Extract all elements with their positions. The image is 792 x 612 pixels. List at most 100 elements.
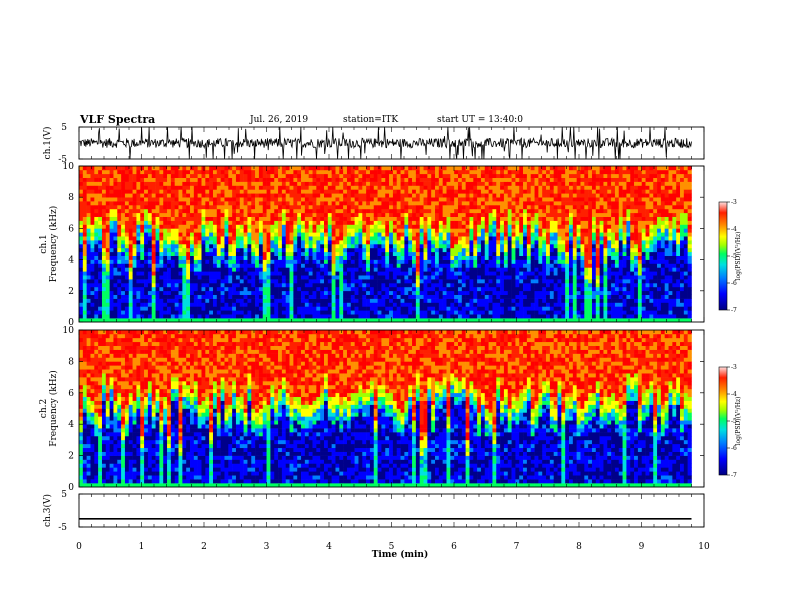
spectrogram-cell [415, 279, 421, 284]
spectrogram-cell [258, 255, 264, 260]
spectrogram-cell [442, 247, 447, 253]
spectrogram-cell [442, 169, 447, 175]
spectrogram-cell [492, 286, 497, 292]
spectrogram-cell [147, 212, 153, 217]
spectrogram-cell [197, 294, 202, 299]
spectrogram-cell [354, 251, 359, 256]
spectrogram-cell [404, 173, 409, 178]
spectrogram-cell [392, 232, 398, 237]
spectrogram-cell [503, 310, 509, 315]
spectrogram-cell [178, 205, 183, 210]
spectrogram-cell [98, 228, 103, 233]
spectrogram-cell [136, 166, 141, 171]
spectrogram-cell [297, 294, 302, 299]
spectrogram-cell [170, 181, 176, 186]
spectrogram-cell [431, 185, 436, 190]
spectrogram-cell [90, 220, 95, 225]
spectrogram-cell [304, 290, 309, 295]
spectrogram-cell [266, 263, 271, 268]
spectrogram-cell [193, 166, 198, 171]
spectrogram-cell [289, 271, 294, 276]
spectrogram-cell [193, 232, 198, 237]
spectrogram-cell [308, 275, 313, 280]
spectrogram-cell [247, 290, 252, 295]
spectrogram-cell [450, 318, 455, 323]
spectrogram-cell [285, 310, 290, 315]
spectrogram-cell [335, 259, 340, 264]
spectrogram-cell [396, 181, 401, 186]
spectrogram-cell [243, 240, 248, 245]
spectrogram-cell [331, 208, 336, 214]
spectrogram-cell [301, 279, 306, 284]
spectrogram-cell [155, 283, 160, 288]
spectrogram-cell [117, 247, 122, 253]
spectrogram-cell [109, 255, 114, 260]
spectrogram-cell [151, 224, 156, 229]
spectrogram-cell [446, 314, 451, 319]
spectrogram-cell [350, 283, 355, 288]
spectrogram-cell [243, 181, 248, 186]
spectrogram-cell [274, 189, 279, 194]
spectrogram-cell [124, 271, 130, 276]
spectrogram-cell [235, 173, 241, 178]
spectrogram-cell [243, 255, 248, 260]
spectrogram-cell [301, 177, 306, 182]
spectrogram-cell [538, 220, 543, 225]
spectrogram-cell [266, 251, 271, 256]
spectrogram-cell [301, 173, 306, 178]
spectrogram-cell [346, 169, 352, 175]
spectrogram-cell [484, 275, 489, 280]
spectrogram-cell [209, 236, 214, 241]
spectrogram-cell [515, 240, 520, 245]
spectrogram-cell [293, 263, 298, 268]
spectrogram-cell [101, 302, 107, 307]
spectrogram-cell [373, 275, 378, 280]
spectrogram-cell [255, 302, 260, 307]
spectrogram-cell [205, 286, 210, 292]
spectrogram-cell [113, 177, 118, 182]
spectrogram-cell [220, 201, 225, 206]
spectrogram-cell [209, 298, 214, 303]
spectrogram-cell [324, 236, 329, 241]
spectrogram-cell [167, 197, 172, 202]
spectrogram-cell [488, 302, 493, 307]
spectrogram-cell [461, 255, 466, 260]
spectrogram-cell [534, 255, 539, 260]
spectrogram-cell [465, 189, 470, 194]
spectrogram-cell [209, 251, 214, 256]
spectrogram-cell [431, 240, 436, 245]
spectrogram-cell [377, 275, 382, 280]
spectrogram-cell [167, 290, 172, 295]
spectrogram-cell [220, 240, 225, 245]
spectrogram-cell [488, 173, 493, 178]
spectrogram-cell [201, 201, 206, 206]
spectrogram-cell [343, 283, 348, 288]
spectrogram-cell [239, 286, 244, 292]
spectrogram-cell [473, 294, 478, 299]
spectrogram-cell [488, 236, 493, 241]
spectrogram-cell [324, 189, 329, 194]
spectrogram-cell [492, 224, 497, 229]
spectrogram-cell [94, 314, 99, 319]
spectrogram-cell [170, 279, 176, 284]
spectrogram-cell [450, 294, 455, 299]
spectrogram-cell [461, 286, 466, 292]
spectrogram-cell [419, 228, 424, 233]
spectrogram-cell [109, 283, 114, 288]
spectrogram-cell [174, 236, 179, 241]
spectrogram-cell [343, 298, 348, 303]
spectrogram-cell [369, 247, 375, 253]
spectrogram-cell [281, 310, 287, 315]
spectrogram-cell [147, 275, 153, 280]
spectrogram-cell [124, 185, 130, 190]
spectrogram-cell [396, 283, 401, 288]
spectrogram-cell [121, 244, 126, 249]
spectrogram-cell [239, 271, 244, 276]
spectrogram-cell [408, 240, 413, 245]
spectrogram-cell [526, 193, 532, 198]
spectrogram-cell [209, 224, 214, 229]
spectrogram-cell [228, 255, 233, 260]
spectrogram-cell [82, 306, 87, 311]
spectrogram-cell [366, 318, 371, 323]
spectrogram-cell [450, 267, 455, 272]
